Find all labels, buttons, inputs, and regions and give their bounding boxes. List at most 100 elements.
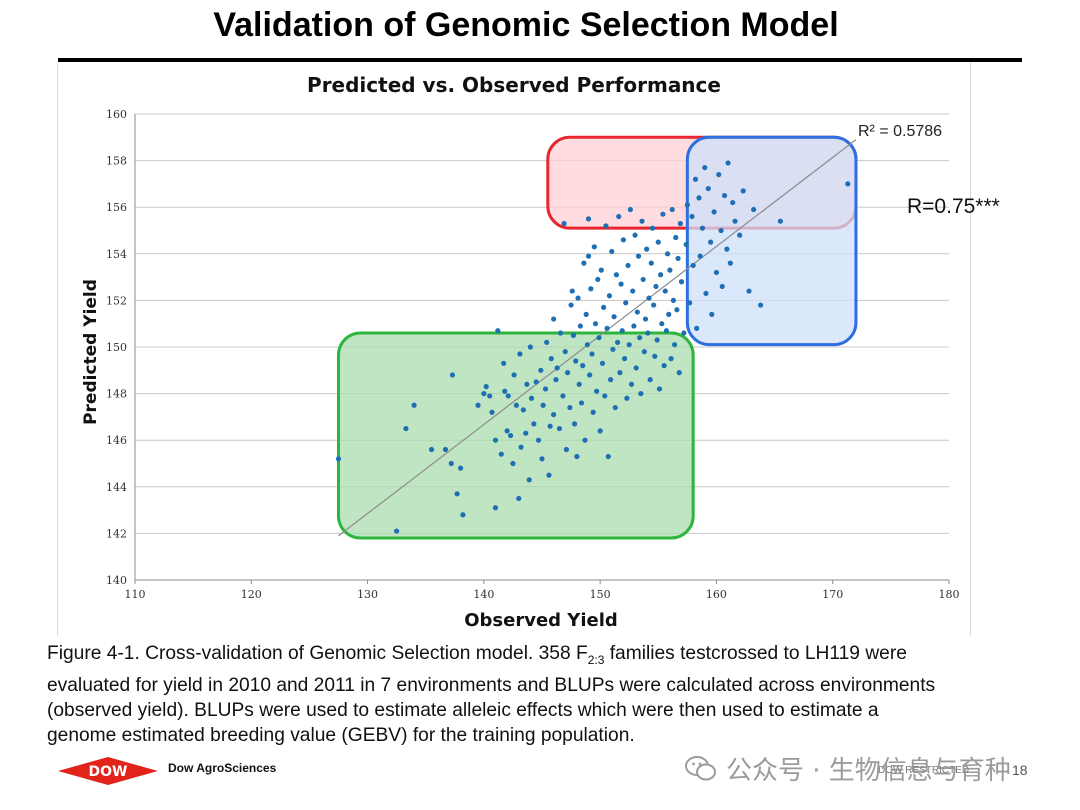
data-point — [684, 202, 690, 208]
data-point — [654, 337, 660, 343]
svg-text:DOW: DOW — [89, 764, 128, 780]
data-point — [535, 437, 542, 443]
data-point — [640, 276, 646, 283]
data-point — [625, 262, 631, 269]
data-point — [558, 330, 564, 336]
data-point — [614, 339, 621, 345]
data-point — [616, 213, 622, 220]
data-point — [624, 395, 630, 401]
data-point — [721, 192, 728, 199]
data-point — [642, 316, 649, 322]
r-value-label: R=0.75*** — [907, 195, 1000, 218]
data-point — [647, 377, 653, 383]
data-point — [582, 437, 588, 443]
data-point — [605, 453, 611, 460]
data-point — [547, 423, 553, 429]
x-tick-label: 120 — [241, 588, 262, 601]
company-name: Dow AgroSciences — [168, 761, 277, 775]
figure-caption: Figure 4-1. Cross-validation of Genomic … — [47, 641, 1037, 748]
data-point — [592, 321, 599, 327]
data-point — [604, 325, 610, 331]
data-point — [661, 363, 667, 369]
data-point — [583, 311, 589, 317]
watermark: 公众号 · 生物信息与育种 — [684, 750, 1011, 787]
data-point — [551, 411, 557, 418]
y-tick-label: 142 — [106, 527, 127, 540]
data-point — [730, 199, 736, 206]
data-point — [676, 370, 682, 376]
data-point — [571, 421, 578, 427]
data-point — [492, 505, 499, 511]
data-point — [696, 195, 702, 201]
y-tick-label: 152 — [106, 294, 127, 307]
data-point — [511, 372, 517, 378]
data-point — [510, 460, 516, 467]
data-point — [533, 379, 539, 385]
data-point — [606, 293, 613, 299]
data-point — [595, 276, 601, 283]
data-point — [585, 216, 592, 222]
data-point — [570, 332, 576, 338]
data-point — [411, 402, 417, 408]
data-point — [658, 272, 664, 278]
data-point — [653, 283, 659, 290]
data-point — [460, 512, 466, 518]
data-point — [394, 528, 400, 534]
data-point — [505, 393, 511, 399]
data-point — [548, 356, 554, 362]
data-point — [608, 377, 614, 383]
data-point — [596, 335, 602, 341]
y-tick-label: 140 — [106, 574, 127, 587]
data-point — [528, 395, 535, 401]
data-point — [546, 472, 552, 478]
data-point — [724, 246, 730, 252]
data-point — [590, 409, 596, 415]
caption-line-4: genome estimated breeding value (GEBV) f… — [47, 724, 635, 746]
data-point — [492, 437, 499, 443]
data-point — [554, 365, 560, 371]
title-divider — [58, 58, 1022, 62]
data-point — [633, 365, 639, 371]
data-point — [517, 351, 523, 357]
data-point — [705, 185, 711, 192]
data-point — [504, 428, 510, 434]
data-point — [498, 451, 504, 457]
x-axis-label: Observed Yield — [464, 610, 618, 631]
data-point — [634, 309, 640, 315]
x-tick-label: 140 — [473, 588, 494, 601]
data-point — [719, 283, 725, 290]
y-tick-label: 146 — [106, 434, 127, 447]
x-tick-label: 130 — [357, 588, 378, 601]
confidential-label: DOW RESTRICTED — [878, 765, 970, 776]
data-point — [663, 328, 670, 334]
data-point — [602, 393, 608, 399]
slide-footer: DOW Dow AgroSciences DOW RESTRICTED 18 公… — [0, 748, 1080, 798]
page-number: 18 — [1012, 762, 1028, 778]
y-tick-label: 156 — [106, 201, 127, 214]
scatter-chart: Predicted vs. Observed Performance 140 14… — [81, 73, 960, 631]
data-point — [501, 360, 507, 366]
wechat-icon — [685, 755, 716, 780]
data-point — [651, 302, 657, 308]
data-point — [487, 393, 493, 399]
data-point — [687, 300, 693, 306]
data-point — [335, 456, 342, 462]
data-point — [611, 314, 617, 320]
data-point — [699, 225, 706, 231]
data-point — [697, 253, 703, 259]
data-point — [569, 288, 575, 294]
data-point — [689, 213, 695, 220]
data-point — [638, 391, 644, 397]
data-point — [598, 267, 604, 273]
data-point — [564, 370, 571, 376]
data-point — [587, 372, 593, 378]
data-point — [758, 302, 764, 308]
data-point — [668, 356, 674, 362]
y-tick-label: 160 — [106, 108, 127, 121]
data-point — [516, 495, 522, 502]
data-point — [524, 381, 530, 387]
data-point — [727, 260, 733, 266]
data-point — [584, 342, 590, 348]
data-point — [637, 335, 643, 341]
data-point — [562, 349, 568, 355]
